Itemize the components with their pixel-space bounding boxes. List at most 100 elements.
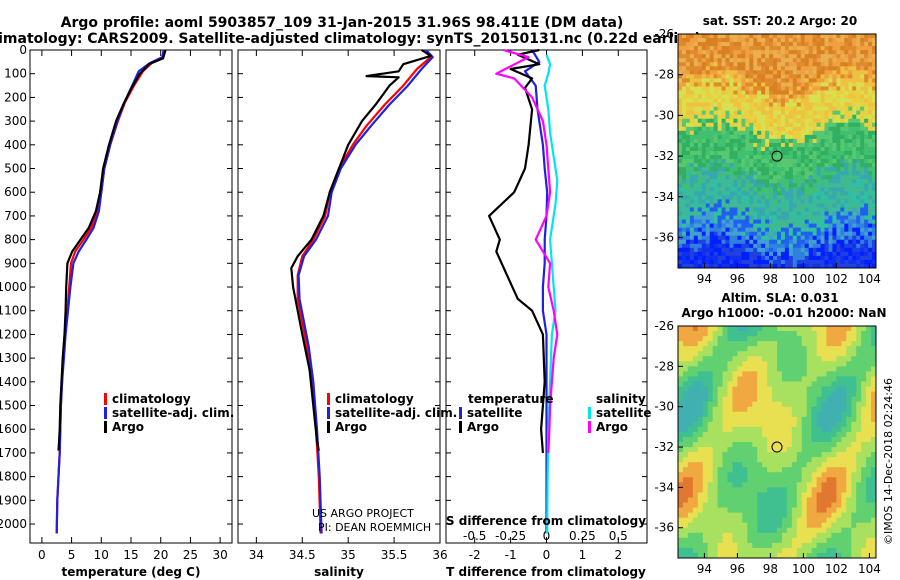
- map-cell: [872, 86, 876, 92]
- map-cell: [721, 247, 727, 253]
- map-cell: [816, 78, 822, 84]
- map-cell: [780, 66, 786, 71]
- map-cell: [840, 203, 845, 209]
- map-cell: [681, 255, 687, 261]
- map-cell: [757, 126, 762, 132]
- map-cell: [741, 86, 746, 92]
- map-cell: [765, 223, 770, 229]
- map-cell: [856, 142, 861, 148]
- map-cell: [721, 134, 727, 140]
- map-cell: [678, 416, 684, 423]
- map-cell: [712, 452, 719, 458]
- y-tick-label: 600: [4, 185, 27, 199]
- map-cell: [821, 421, 828, 428]
- map-cell: [767, 406, 773, 413]
- map-cell: [777, 175, 782, 180]
- map-cell: [765, 163, 770, 168]
- map-cell: [701, 247, 707, 253]
- map-cell: [811, 462, 818, 468]
- map-cell: [856, 167, 861, 172]
- x-tick-label: 30: [212, 548, 227, 562]
- map-cell: [729, 203, 735, 209]
- map-cell: [749, 235, 754, 241]
- map-cell: [761, 122, 766, 128]
- map-cell: [701, 239, 707, 245]
- map-cell: [707, 552, 714, 558]
- map-cell: [832, 155, 837, 160]
- map-cell: [820, 138, 826, 144]
- map-cell: [693, 239, 699, 245]
- map-cell: [784, 251, 790, 257]
- map-cell: [687, 406, 694, 413]
- map-cell: [712, 457, 719, 463]
- map-cell: [687, 386, 694, 393]
- map-cell: [800, 134, 806, 140]
- map-cell: [753, 231, 758, 237]
- map-cell: [848, 151, 853, 156]
- map-cell: [871, 401, 876, 408]
- map-cell: [860, 50, 865, 55]
- map-cell: [832, 243, 837, 249]
- map-cell: [765, 98, 770, 104]
- map-cell: [868, 203, 873, 209]
- map-cell: [836, 492, 842, 499]
- map-cell: [737, 118, 742, 124]
- map-cell: [697, 386, 704, 393]
- map-cell: [741, 199, 746, 205]
- map-x-tick-label: 98: [763, 272, 778, 286]
- map-cell: [840, 155, 845, 160]
- map-cell: [851, 537, 857, 544]
- map-cell: [678, 331, 684, 337]
- map-cell: [792, 98, 798, 104]
- map-cell: [745, 34, 750, 39]
- map-cell: [733, 203, 738, 209]
- map-cell: [864, 122, 869, 128]
- map-cell: [836, 138, 841, 144]
- map-cell: [851, 416, 857, 423]
- map-cell: [709, 215, 715, 221]
- map-cell: [816, 223, 822, 229]
- map-cell: [681, 138, 687, 144]
- map-cell: [752, 331, 758, 337]
- map-cell: [721, 118, 727, 124]
- map-cell: [717, 411, 724, 418]
- map-cell: [848, 167, 853, 172]
- map-cell: [788, 151, 794, 156]
- map-cell: [742, 497, 748, 504]
- map-cell: [717, 50, 723, 55]
- map-cell: [816, 106, 822, 112]
- map-cell: [832, 94, 837, 100]
- map-cell: [732, 507, 738, 514]
- map-cell: [678, 512, 684, 519]
- map-cell: [752, 421, 758, 428]
- map-cell: [784, 138, 790, 144]
- map-cell: [831, 401, 837, 408]
- map-cell: [841, 391, 847, 398]
- map-cell: [697, 227, 703, 233]
- map-cell: [742, 386, 748, 393]
- map-cell: [831, 457, 837, 463]
- map-cell: [737, 522, 743, 529]
- map-cell: [824, 94, 830, 100]
- map-cell: [777, 38, 782, 43]
- map-cell: [729, 263, 735, 268]
- map-cell: [808, 247, 814, 253]
- map-cell: [765, 46, 770, 51]
- map-cell: [868, 38, 873, 43]
- map-cell: [681, 167, 687, 172]
- map-cell: [821, 477, 828, 483]
- map-cell: [826, 421, 833, 428]
- map-cell: [762, 517, 768, 524]
- map-cell: [856, 159, 861, 164]
- map-cell: [816, 527, 823, 534]
- map-cell: [737, 98, 742, 104]
- map-cell: [800, 38, 806, 43]
- map-cell: [831, 462, 837, 468]
- map-cell: [732, 391, 738, 398]
- map-cell: [721, 239, 727, 245]
- map-cell: [851, 336, 857, 342]
- map-cell: [712, 462, 719, 468]
- map-cell: [808, 42, 814, 47]
- map-cell: [752, 436, 758, 443]
- map-cell: [737, 396, 743, 403]
